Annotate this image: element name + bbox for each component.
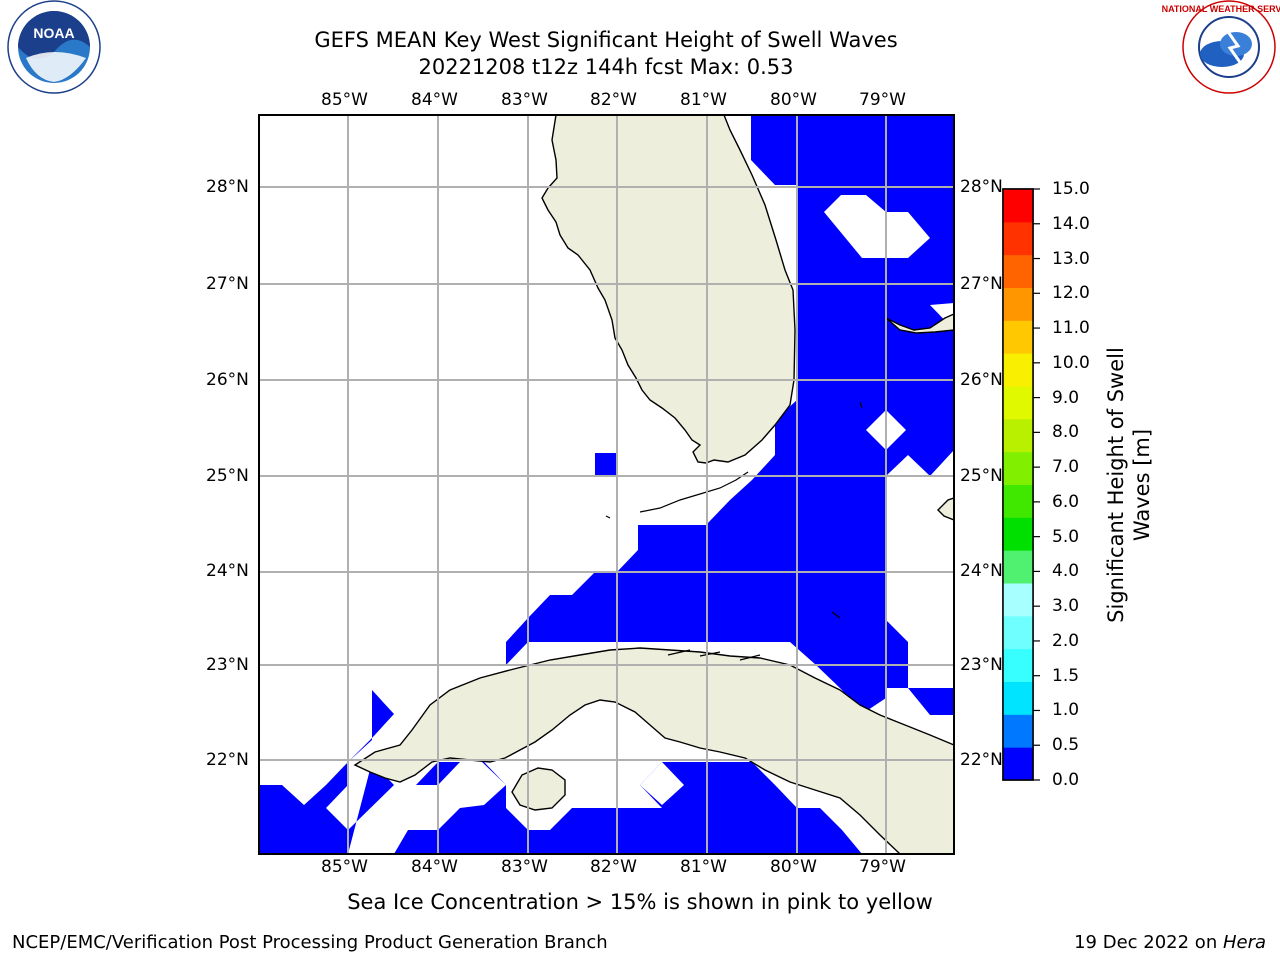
keys-and-islets <box>605 401 863 661</box>
colorbar-title: Significant Height of Swell Waves [m] <box>1104 347 1154 623</box>
colorbar-tick-label: 10.0 <box>1052 352 1090 373</box>
chart-title: GEFS MEAN Key West Significant Height of… <box>314 28 898 52</box>
colorbar-tick-label: 4.0 <box>1052 561 1080 582</box>
colorbar-tick-label: 3.0 <box>1052 596 1080 617</box>
lat-label-left: 28°N <box>206 177 249 197</box>
lat-label-left: 23°N <box>206 655 249 675</box>
lat-label-left: 27°N <box>206 274 249 294</box>
colorbar-tick-label: 15.0 <box>1052 179 1090 199</box>
lon-label-top: 81°W <box>680 90 727 110</box>
lon-label-bottom: 83°W <box>501 857 548 877</box>
lat-label-right: 25°N <box>960 466 1003 486</box>
lat-label-right: 22°N <box>960 750 1003 770</box>
colorbar-tick-label: 0.5 <box>1052 735 1080 756</box>
florida-peninsula <box>541 115 796 464</box>
colorbar-tick-label: 0.0 <box>1052 770 1080 790</box>
noaa-logo: NOAA <box>7 0 101 94</box>
colorbar-tick-label: 7.0 <box>1052 457 1080 478</box>
lat-label-right: 24°N <box>960 561 1003 581</box>
lat-label-left: 26°N <box>206 370 249 390</box>
chart-subtitle: 20221208 t12z 144h fcst Max: 0.53 <box>418 55 794 79</box>
colorbar-tick-label: 5.0 <box>1052 526 1080 547</box>
colorbar-tick-label: 2.0 <box>1052 630 1080 651</box>
colorbar-tick-label: 6.0 <box>1052 491 1080 512</box>
lon-label-bottom: 82°W <box>590 857 637 877</box>
colorbar-tick-label: 1.5 <box>1052 665 1080 686</box>
lon-label-top: 79°W <box>859 90 906 110</box>
landmasses <box>353 115 954 854</box>
colorbar-frame <box>1002 188 1034 781</box>
cuba <box>353 647 954 854</box>
bahamas-east <box>937 497 954 521</box>
nws-logo-text: NATIONAL WEATHER SERVICE <box>1162 4 1280 14</box>
lat-label-right: 27°N <box>960 274 1003 294</box>
footer-credit: NCEP/EMC/Verification Post Processing Pr… <box>12 932 608 953</box>
lon-label-bottom: 81°W <box>680 857 727 877</box>
graticule <box>259 115 954 854</box>
colorbar-tick-label: 12.0 <box>1052 283 1090 304</box>
lon-label-top: 84°W <box>411 90 458 110</box>
colorbar-tick-label: 11.0 <box>1052 318 1090 339</box>
nws-logo: NATIONAL WEATHER SERVICE <box>1162 0 1280 94</box>
lat-label-right: 23°N <box>960 655 1003 675</box>
colorbar-tick-label: 13.0 <box>1052 248 1090 269</box>
lon-label-bottom: 84°W <box>411 857 458 877</box>
lon-label-bottom: 80°W <box>770 857 817 877</box>
colorbar-tick-label: 1.0 <box>1052 700 1080 721</box>
lon-label-top: 80°W <box>770 90 817 110</box>
sea-ice-note: Sea Ice Concentration > 15% is shown in … <box>347 890 933 914</box>
lat-label-right: 28°N <box>960 177 1003 197</box>
lat-label-left: 22°N <box>206 750 249 770</box>
lon-label-bottom: 79°W <box>859 857 906 877</box>
swell-field <box>259 115 954 854</box>
lat-label-left: 25°N <box>206 466 249 486</box>
footer-date: 19 Dec 2022 on Hera <box>1074 932 1266 953</box>
colorbar-tick-label: 9.0 <box>1052 387 1080 408</box>
noaa-logo-text: NOAA <box>33 25 74 41</box>
colorbar-tick-label: 8.0 <box>1052 422 1080 443</box>
lon-label-top: 85°W <box>321 90 368 110</box>
lat-label-left: 24°N <box>206 561 249 581</box>
colorbar-tick-label: 14.0 <box>1052 213 1090 234</box>
bahamas-north <box>885 313 954 334</box>
lon-label-bottom: 85°W <box>321 857 368 877</box>
lat-label-right: 26°N <box>960 370 1003 390</box>
lon-label-top: 83°W <box>501 90 548 110</box>
map-frame <box>258 114 955 855</box>
lon-label-top: 82°W <box>590 90 637 110</box>
